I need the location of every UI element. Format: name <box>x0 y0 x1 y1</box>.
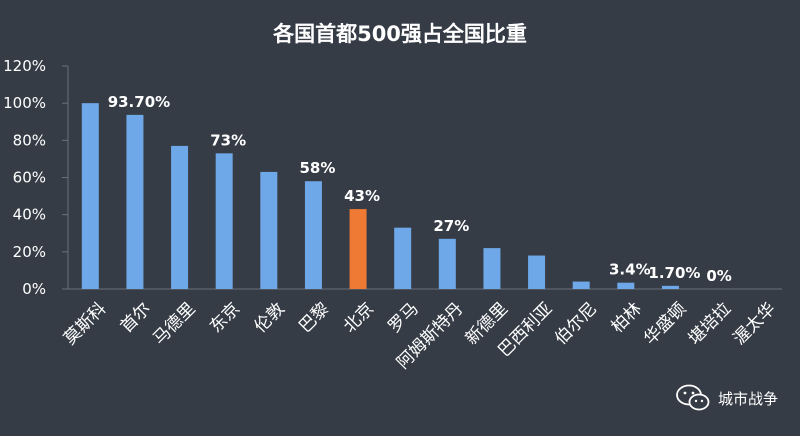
data-label: 58% <box>299 159 335 177</box>
bar <box>260 171 278 289</box>
data-label: 93.70% <box>108 93 170 111</box>
data-label: 1.70% <box>648 264 700 282</box>
chart-title: 各国首都500强占全国比重 <box>273 22 527 46</box>
bar <box>215 153 233 289</box>
bar <box>661 285 679 289</box>
y-tick-label: 0% <box>22 280 46 298</box>
x-tick-label: 伯尔尼 <box>551 299 601 349</box>
bar <box>438 238 456 289</box>
y-tick-label: 100% <box>3 94 46 112</box>
x-tick-label: 首尔 <box>117 299 155 337</box>
watermark-text: 城市战争 <box>717 389 778 408</box>
data-label: 27% <box>433 217 469 235</box>
x-tick-label: 伦敦 <box>251 299 289 337</box>
bar <box>349 209 367 289</box>
data-label: 73% <box>210 131 246 149</box>
bar <box>617 282 635 289</box>
y-tick-label: 20% <box>13 243 46 261</box>
x-tick-label: 华盛顿 <box>640 299 690 349</box>
bar <box>528 255 546 289</box>
x-tick-label: 马德里 <box>149 299 199 349</box>
data-label: 3.4% <box>609 261 651 279</box>
x-tick-label: 堪培拉 <box>685 299 735 349</box>
x-tick-label: 东京 <box>206 299 244 337</box>
x-tick-label: 莫斯科 <box>60 299 110 349</box>
x-tick-label: 巴黎 <box>295 299 333 337</box>
bar <box>126 114 144 289</box>
y-tick-label: 80% <box>13 131 46 149</box>
bar <box>304 181 322 289</box>
wechat-icon <box>676 384 710 411</box>
x-tick-label: 渥太华 <box>730 299 780 349</box>
data-label: 0% <box>706 267 731 285</box>
data-label: 43% <box>344 187 380 205</box>
bar <box>81 103 99 290</box>
y-tick-label: 60% <box>13 169 46 187</box>
y-tick-label: 40% <box>13 206 46 224</box>
x-tick-label: 北京 <box>340 299 378 337</box>
x-tick-label: 罗马 <box>385 299 423 337</box>
x-tick-label: 柏林 <box>608 299 646 337</box>
bar <box>394 227 412 289</box>
watermark: 城市战争 <box>676 384 778 412</box>
bar <box>483 248 501 289</box>
y-tick-label: 120% <box>3 57 46 75</box>
bar <box>171 145 189 289</box>
bar <box>572 281 590 289</box>
